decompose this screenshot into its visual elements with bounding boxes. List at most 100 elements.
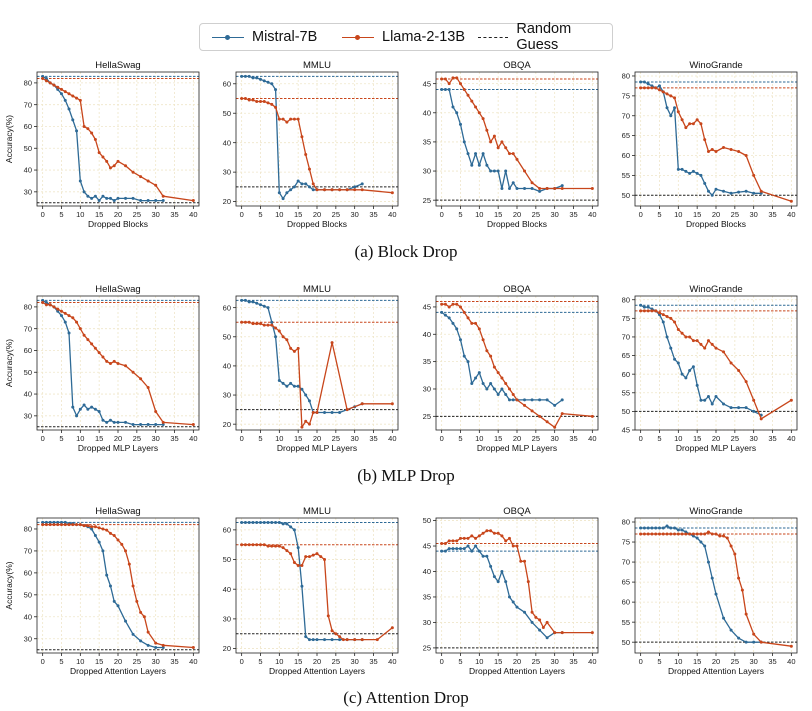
x-tick-label: 0 — [440, 210, 444, 219]
subplot-title: OBQA — [503, 506, 531, 517]
data-point-llama — [534, 615, 538, 619]
data-point-mistral — [511, 600, 515, 604]
data-point-llama — [511, 152, 515, 156]
data-point-llama — [538, 618, 542, 622]
data-point-mistral — [466, 544, 470, 548]
x-tick-label: 30 — [152, 210, 160, 219]
x-axis-label: Dropped Blocks — [686, 219, 746, 229]
legend-marker-llama — [355, 35, 360, 40]
subplot-title: WinoGrande — [689, 506, 742, 517]
data-point-llama — [684, 335, 688, 339]
data-point-mistral — [560, 398, 564, 402]
data-point-llama — [360, 402, 364, 406]
data-point-llama — [139, 377, 143, 381]
x-tick-label: 20 — [313, 657, 321, 666]
y-tick-label: 30 — [423, 385, 431, 394]
data-point-llama — [654, 86, 658, 90]
data-point-mistral — [492, 575, 496, 579]
data-point-mistral — [642, 526, 646, 530]
data-point-llama — [75, 523, 79, 527]
data-point-mistral — [477, 549, 481, 553]
series-line-llama — [640, 531, 792, 647]
data-point-llama — [673, 532, 677, 536]
x-tick-label: 10 — [76, 657, 84, 666]
data-point-mistral — [673, 106, 677, 110]
data-point-llama — [315, 552, 319, 556]
y-tick-label: 70 — [24, 547, 32, 556]
data-point-mistral — [703, 544, 707, 548]
data-point-llama — [124, 164, 128, 168]
subplot-mmlu-r2: 0 5 10 15 20 25 30 35 40 20 30 40 50 60 MMLU Dropped At… — [223, 506, 399, 676]
data-point-llama — [789, 398, 793, 402]
y-tick-label: 30 — [24, 411, 32, 420]
data-point-mistral — [75, 129, 79, 133]
y-tick-label: 60 — [622, 370, 630, 379]
data-point-mistral — [477, 371, 481, 375]
data-point-llama — [390, 402, 394, 406]
data-point-mistral — [161, 423, 165, 427]
data-point-mistral — [703, 398, 707, 402]
legend-item-llama: Llama-2-13B — [342, 24, 465, 50]
data-point-mistral — [661, 320, 665, 324]
data-point-mistral — [695, 171, 699, 175]
data-point-llama — [48, 303, 52, 307]
data-point-mistral — [680, 167, 684, 171]
data-point-mistral — [752, 191, 756, 195]
data-point-mistral — [262, 520, 266, 524]
data-point-llama — [650, 86, 654, 90]
data-point-mistral — [710, 576, 714, 580]
data-point-llama — [59, 87, 63, 91]
data-point-mistral — [466, 152, 470, 156]
data-point-llama — [789, 644, 793, 648]
y-tick-label: 70 — [622, 333, 630, 342]
data-point-mistral — [646, 526, 650, 530]
x-tick-label: 40 — [787, 434, 795, 443]
data-point-mistral — [266, 306, 270, 310]
y-tick-label: 30 — [223, 391, 231, 400]
data-point-llama — [466, 536, 470, 540]
data-point-llama — [545, 620, 549, 624]
data-point-llama — [112, 164, 116, 168]
data-point-mistral — [71, 118, 75, 122]
data-point-llama — [654, 532, 658, 536]
data-point-mistral — [523, 398, 527, 402]
plot-area — [236, 520, 398, 642]
data-point-llama — [470, 321, 474, 325]
data-point-llama — [699, 342, 703, 346]
data-point-llama — [676, 110, 680, 114]
plot-area — [635, 80, 797, 203]
x-tick-label: 5 — [59, 210, 63, 219]
x-tick-label: 5 — [458, 657, 462, 666]
data-point-llama — [255, 322, 259, 326]
subplot-hellaswag-r0: 0 5 10 15 20 25 30 35 40 30 40 50 60 70 80 HellaSwag Dro… — [4, 60, 200, 229]
data-point-llama — [266, 101, 270, 105]
data-point-mistral — [443, 549, 447, 553]
data-point-llama — [330, 188, 334, 192]
y-tick-label: 40 — [24, 166, 32, 175]
x-tick-label: 10 — [674, 434, 682, 443]
x-tick-label: 30 — [750, 434, 758, 443]
y-tick-label: 75 — [622, 538, 630, 547]
data-point-mistral — [737, 190, 741, 194]
data-point-llama — [48, 523, 52, 527]
data-point-mistral — [63, 320, 67, 324]
x-tick-label: 30 — [351, 210, 359, 219]
data-point-llama — [71, 94, 75, 98]
data-point-mistral — [116, 196, 120, 200]
data-point-llama — [56, 307, 60, 311]
y-tick-label: 40 — [223, 585, 231, 594]
x-tick-label: 35 — [768, 657, 776, 666]
data-point-mistral — [714, 592, 718, 596]
data-point-mistral — [59, 92, 63, 96]
subplot-title: OBQA — [503, 284, 531, 295]
data-point-llama — [639, 532, 643, 536]
y-tick-label: 30 — [423, 618, 431, 627]
data-point-llama — [277, 329, 281, 333]
data-point-llama — [304, 419, 308, 423]
data-point-llama — [307, 167, 311, 171]
x-axis-label: Dropped MLP Layers — [676, 443, 756, 453]
series-line-mistral — [42, 299, 164, 426]
data-point-mistral — [470, 382, 474, 386]
data-point-mistral — [470, 549, 474, 553]
data-point-llama — [154, 183, 158, 187]
